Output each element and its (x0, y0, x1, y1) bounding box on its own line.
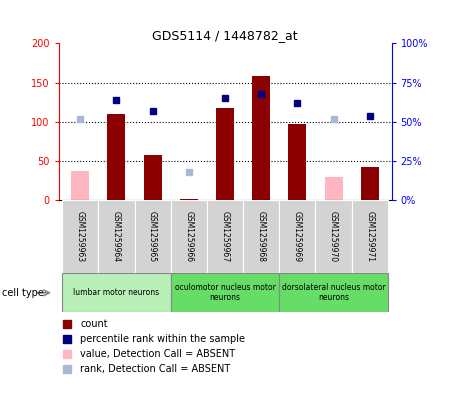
Text: oculomotor nucleus motor
neurons: oculomotor nucleus motor neurons (175, 283, 275, 303)
Text: lumbar motor neurons: lumbar motor neurons (73, 288, 159, 297)
Bar (288, 124, 306, 200)
Bar (352, 200, 388, 273)
Bar (207, 200, 243, 273)
Bar (108, 114, 126, 200)
Text: percentile rank within the sample: percentile rank within the sample (80, 334, 245, 344)
Bar (361, 167, 379, 200)
Bar (144, 155, 162, 200)
Bar (216, 108, 234, 200)
Text: dorsolateral nucleus motor
neurons: dorsolateral nucleus motor neurons (282, 283, 386, 303)
Text: cell type: cell type (2, 288, 44, 298)
Text: count: count (80, 320, 108, 329)
Bar (135, 200, 171, 273)
Text: value, Detection Call = ABSENT: value, Detection Call = ABSENT (80, 349, 235, 359)
Bar (315, 200, 352, 273)
Text: GSM1259971: GSM1259971 (365, 211, 374, 262)
Bar (324, 177, 342, 200)
Text: rank, Detection Call = ABSENT: rank, Detection Call = ABSENT (80, 364, 230, 374)
Bar (279, 200, 315, 273)
Text: GSM1259969: GSM1259969 (293, 211, 302, 263)
Bar (279, 273, 388, 312)
Bar (62, 200, 98, 273)
Bar (180, 199, 198, 200)
Text: GSM1259965: GSM1259965 (148, 211, 157, 263)
Bar (171, 273, 279, 312)
Text: GSM1259963: GSM1259963 (76, 211, 85, 263)
Bar (62, 273, 171, 312)
Bar (171, 200, 207, 273)
Text: GSM1259970: GSM1259970 (329, 211, 338, 263)
Title: GDS5114 / 1448782_at: GDS5114 / 1448782_at (152, 29, 298, 42)
Text: GSM1259966: GSM1259966 (184, 211, 194, 263)
Bar (71, 171, 89, 200)
Bar (98, 200, 135, 273)
Text: GSM1259967: GSM1259967 (220, 211, 230, 263)
Bar (243, 200, 279, 273)
Text: GSM1259968: GSM1259968 (256, 211, 266, 262)
Text: GSM1259964: GSM1259964 (112, 211, 121, 263)
Bar (252, 76, 270, 200)
